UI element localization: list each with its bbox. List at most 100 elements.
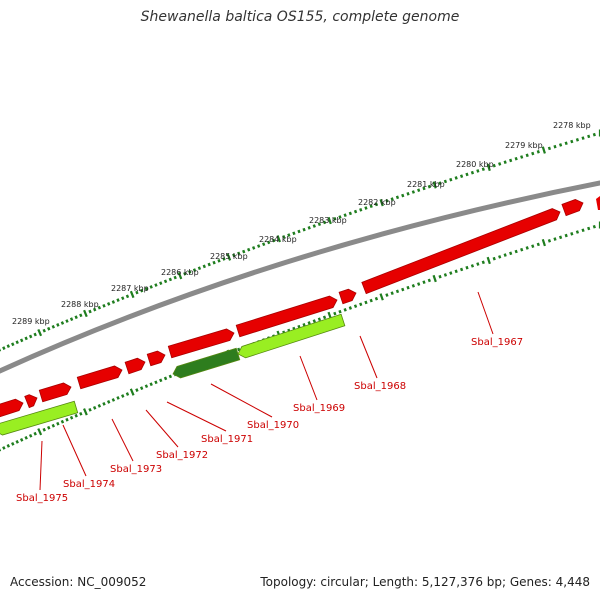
inner-track-tick: [69, 415, 74, 420]
forward-strand-genes: [0, 196, 600, 418]
outer-track-tick: [438, 181, 442, 185]
outer-track-tick: [503, 160, 507, 164]
inner-track-tick: [65, 417, 69, 422]
inner-track-tick: [353, 304, 358, 308]
inner-track-tick: [525, 246, 529, 250]
gene-label-sbal-1971: Sbal_1971: [201, 434, 253, 445]
scale-label-2287: 2287 kbp: [111, 284, 149, 293]
inner-track-tick: [163, 376, 168, 381]
reverse-gene-arrow: [237, 313, 346, 359]
inner-track-tick: [454, 269, 458, 274]
outer-track-tick: [353, 209, 358, 214]
outer-track-tick: [411, 190, 415, 194]
inner-track-tick: [51, 423, 55, 428]
outer-track-tick: [139, 288, 144, 293]
outer-track-tick: [135, 290, 139, 295]
reverse-strand-genes: [0, 313, 346, 436]
label-leader-line: [111, 418, 134, 462]
forward-gene-arrow: [596, 196, 600, 210]
outer-track-tick: [93, 307, 97, 312]
outer-track-tick: [401, 193, 405, 198]
inner-track-tick: [317, 317, 322, 322]
forward-gene-arrow: [167, 328, 235, 359]
outer-track-tick: [449, 177, 453, 182]
scale-label-2282: 2282 kbp: [358, 198, 396, 207]
outer-track-tick: [531, 151, 535, 156]
inner-track-tick: [237, 347, 241, 352]
outer-track-tick: [520, 155, 524, 159]
outer-track-tick: [56, 323, 60, 327]
gene-label-sbal-1972: Sbal_1972: [156, 450, 208, 461]
accession-text: Accession: NC_009052: [10, 575, 147, 589]
reverse-gene-arrow: [172, 347, 241, 379]
outer-track-tick: [333, 216, 337, 221]
inner-track-tick: [102, 402, 106, 406]
outer-track-tick: [327, 216, 332, 225]
forward-gene-arrow: [38, 382, 72, 403]
outer-track-tick: [149, 285, 153, 289]
outer-track-tick: [51, 324, 55, 329]
label-leader-line: [62, 424, 87, 477]
outer-track-tick: [292, 231, 296, 236]
inner-track-tick: [401, 287, 405, 292]
inner-track-tick: [592, 224, 596, 229]
scale-label-2288: 2288 kbp: [61, 300, 99, 309]
inner-track-tick: [536, 242, 540, 247]
forward-gene-arrow: [24, 394, 38, 409]
outer-track-tick: [212, 260, 216, 265]
inner-track-tick: [503, 253, 507, 257]
outer-track-tick: [406, 191, 410, 196]
outer-track-tick: [106, 302, 111, 306]
inner-track-tick: [553, 237, 557, 241]
outer-track-tick: [476, 169, 480, 173]
inner-track-tick: [2, 446, 6, 450]
outer-track-tick: [97, 305, 102, 310]
inner-track-tick: [547, 239, 552, 243]
outer-track-tick: [443, 179, 448, 184]
outer-track-tick: [144, 286, 149, 291]
inner-track-tick: [438, 274, 442, 279]
outer-track-tick: [11, 342, 15, 347]
inner-track-tick: [449, 271, 453, 275]
outer-track-tick: [486, 163, 491, 172]
outer-track-tick: [379, 198, 384, 207]
inner-track-tick: [88, 407, 92, 412]
outer-track-tick: [226, 253, 232, 261]
outer-tick-track: [0, 129, 600, 352]
inner-track-tick: [307, 321, 311, 325]
outer-track-tick: [564, 141, 568, 146]
inner-track-tick: [83, 408, 88, 416]
outer-track-tick: [492, 163, 496, 168]
outer-track-tick: [173, 275, 177, 280]
outer-track-tick: [364, 206, 368, 210]
outer-track-tick: [547, 146, 552, 151]
inner-track-tick: [19, 437, 24, 442]
inner-track-tick: [570, 231, 574, 236]
inner-track-tick: [33, 431, 37, 436]
outer-track-tick: [129, 290, 135, 299]
inner-track-tick: [369, 298, 373, 303]
outer-track-tick: [385, 199, 389, 203]
inner-track-tick: [92, 405, 97, 410]
inner-track-tick: [47, 425, 51, 430]
inner-track-tick: [15, 440, 19, 444]
outer-track-tick: [47, 326, 51, 331]
inner-track-tick: [56, 421, 60, 426]
reverse-gene-arrow: [0, 400, 79, 436]
outer-track-tick: [232, 253, 236, 258]
outer-track-tick: [287, 233, 291, 237]
outer-track-tick: [217, 258, 221, 263]
inner-track-tick: [411, 284, 415, 288]
inner-track-tick: [144, 384, 149, 389]
inner-track-tick: [520, 247, 524, 252]
inner-track-tick: [432, 274, 437, 283]
forward-gene-arrow: [338, 288, 357, 305]
outer-track-tick: [390, 197, 394, 201]
outer-track-tick: [417, 188, 421, 193]
inner-track-tick: [459, 267, 464, 272]
outer-track-tick: [481, 167, 485, 171]
inner-track-tick: [575, 230, 580, 234]
outer-track-tick: [257, 244, 261, 248]
outer-track-tick: [79, 313, 83, 318]
